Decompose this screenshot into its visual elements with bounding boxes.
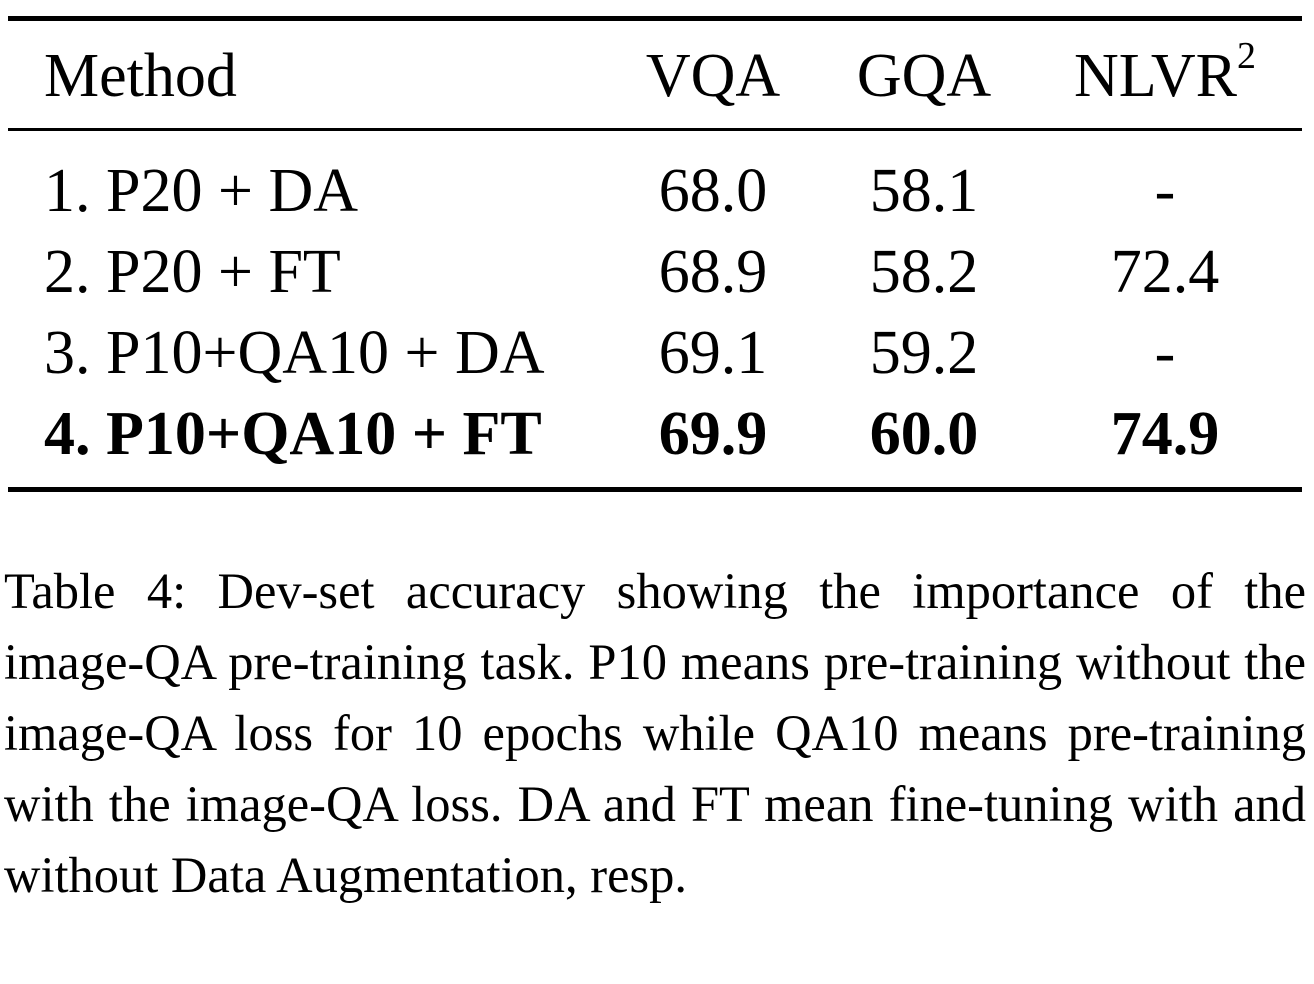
- row-3-vqa: 69.1: [658, 319, 768, 387]
- header-method: Method: [44, 42, 237, 110]
- row-4-gqa: 60.0: [869, 400, 979, 468]
- row-2-vqa: 68.9: [658, 238, 768, 306]
- row-3-gqa: 59.2: [869, 319, 979, 387]
- row-4-nlvr: 74.9: [1110, 400, 1220, 468]
- row-2-method: 2. P20 + FT: [44, 238, 341, 306]
- row-2-nlvr: 72.4: [1110, 238, 1220, 306]
- header-gqa: GQA: [856, 42, 992, 110]
- row-3-method: 3. P10+QA10 + DA: [44, 319, 545, 387]
- row-1-nlvr: -: [1154, 157, 1176, 225]
- header-nlvr-text: NLVR: [1073, 42, 1238, 110]
- header-nlvr-superscript: 2: [1237, 35, 1257, 77]
- row-1-vqa: 68.0: [658, 157, 768, 225]
- row-4-method: 4. P10+QA10 + FT: [44, 400, 542, 468]
- row-1-method: 1. P20 + DA: [44, 157, 358, 225]
- row-4-vqa: 69.9: [658, 400, 768, 468]
- header-nlvr: NLVR2: [1073, 37, 1256, 110]
- row-1-gqa: 58.1: [869, 157, 979, 225]
- table-top-rule: [8, 16, 1302, 21]
- row-3-nlvr: -: [1154, 319, 1176, 387]
- row-2-gqa: 58.2: [869, 238, 979, 306]
- table-bottom-rule: [8, 487, 1302, 492]
- table-header-rule: [8, 128, 1302, 131]
- header-vqa: VQA: [645, 42, 781, 110]
- table-caption: Table 4: Dev-set accuracy showing the im…: [4, 563, 1306, 903]
